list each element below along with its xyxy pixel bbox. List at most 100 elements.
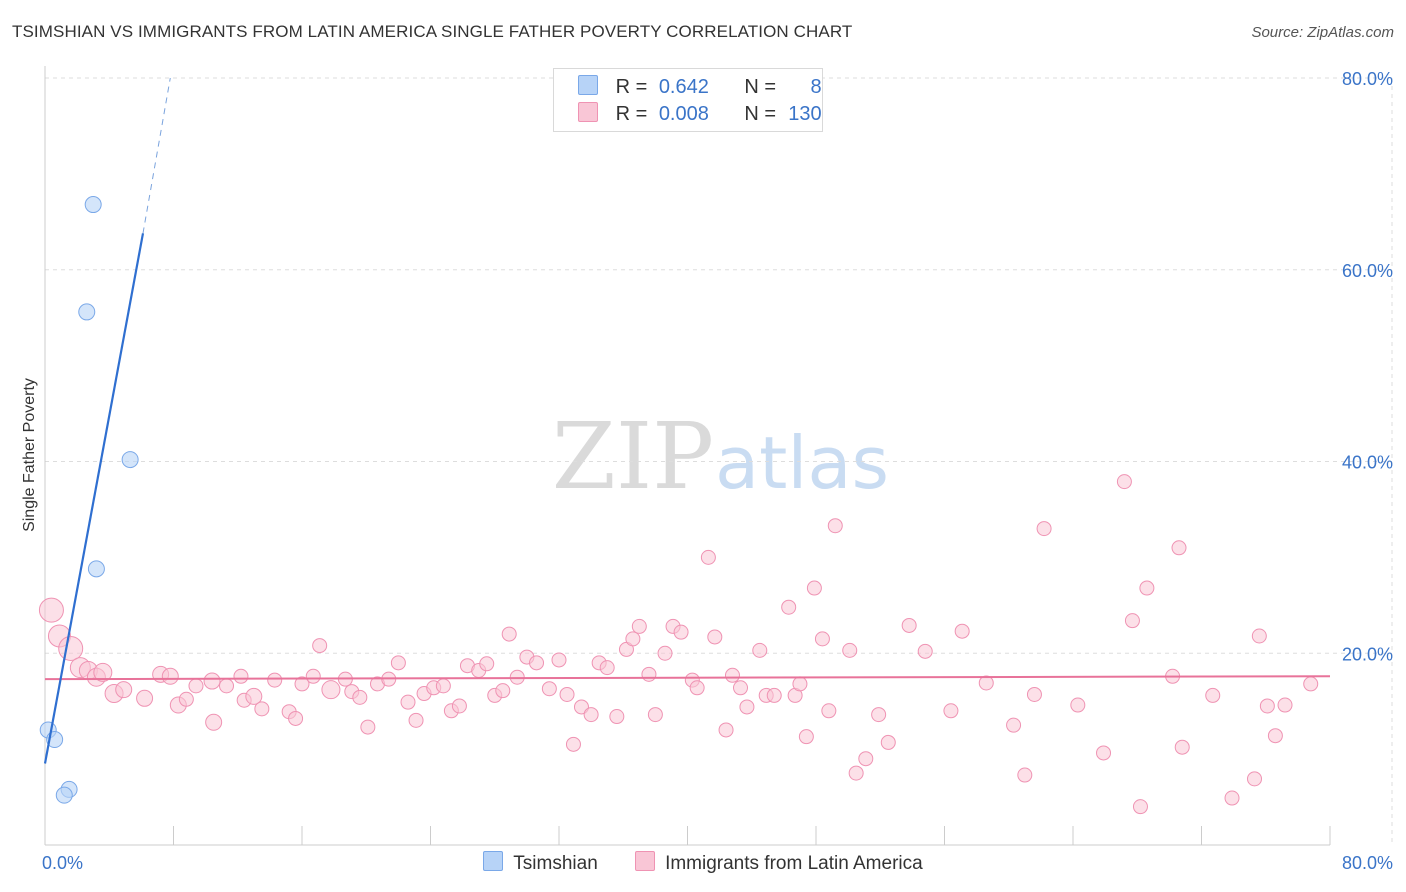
point-latin-america[interactable]: [205, 713, 223, 731]
point-latin-america[interactable]: [806, 580, 822, 596]
point-latin-america[interactable]: [305, 668, 321, 684]
point-latin-america[interactable]: [38, 597, 64, 623]
point-latin-america[interactable]: [294, 676, 310, 692]
point-latin-america[interactable]: [673, 624, 689, 640]
point-latin-america[interactable]: [1017, 767, 1033, 783]
point-latin-america[interactable]: [1303, 676, 1319, 692]
point-latin-america[interactable]: [559, 686, 575, 702]
point-latin-america[interactable]: [657, 645, 673, 661]
point-latin-america[interactable]: [707, 629, 723, 645]
legend-item-tsimshian[interactable]: Tsimshian: [483, 851, 598, 875]
point-latin-america[interactable]: [245, 687, 263, 705]
point-latin-america[interactable]: [1124, 613, 1140, 629]
point-latin-america[interactable]: [136, 689, 154, 707]
point-latin-america[interactable]: [58, 635, 84, 661]
point-latin-america[interactable]: [161, 667, 179, 685]
point-latin-america[interactable]: [1277, 697, 1293, 713]
point-latin-america[interactable]: [814, 631, 830, 647]
point-latin-america[interactable]: [880, 734, 896, 750]
point-latin-america[interactable]: [625, 631, 641, 647]
point-latin-america[interactable]: [451, 698, 467, 714]
point-latin-america[interactable]: [203, 672, 221, 690]
legend-swatch-pink: [578, 102, 598, 122]
point-latin-america[interactable]: [1006, 717, 1022, 733]
point-latin-america[interactable]: [267, 672, 283, 688]
point-latin-america[interactable]: [1267, 728, 1283, 744]
point-latin-america[interactable]: [827, 518, 843, 534]
point-latin-america[interactable]: [188, 678, 204, 694]
source-label[interactable]: Source: ZipAtlas.com: [1251, 24, 1394, 41]
point-latin-america[interactable]: [1096, 745, 1112, 761]
point-latin-america[interactable]: [495, 683, 511, 699]
point-latin-america[interactable]: [647, 707, 663, 723]
point-latin-america[interactable]: [724, 667, 740, 683]
point-latin-america[interactable]: [288, 710, 304, 726]
point-tsimshian[interactable]: [55, 786, 73, 804]
point-latin-america[interactable]: [501, 626, 517, 642]
point-latin-america[interactable]: [1259, 698, 1275, 714]
point-latin-america[interactable]: [529, 655, 545, 671]
point-latin-america[interactable]: [435, 678, 451, 694]
point-latin-america[interactable]: [978, 675, 994, 691]
point-latin-america[interactable]: [1174, 739, 1190, 755]
point-latin-america[interactable]: [233, 668, 249, 684]
y-tick-label: 80.0%: [1342, 69, 1393, 89]
point-latin-america[interactable]: [1036, 521, 1052, 537]
point-latin-america[interactable]: [93, 662, 113, 682]
point-latin-america[interactable]: [641, 666, 657, 682]
point-tsimshian[interactable]: [84, 196, 102, 214]
point-latin-america[interactable]: [178, 691, 194, 707]
point-latin-america[interactable]: [842, 642, 858, 658]
point-latin-america[interactable]: [858, 751, 874, 767]
point-latin-america[interactable]: [321, 680, 341, 700]
point-latin-america[interactable]: [1224, 790, 1240, 806]
point-tsimshian[interactable]: [121, 451, 139, 469]
point-latin-america[interactable]: [689, 680, 705, 696]
point-latin-america[interactable]: [871, 707, 887, 723]
point-latin-america[interactable]: [1205, 687, 1221, 703]
point-latin-america[interactable]: [352, 689, 368, 705]
point-latin-america[interactable]: [408, 712, 424, 728]
point-latin-america[interactable]: [631, 618, 647, 634]
point-latin-america[interactable]: [739, 699, 755, 715]
point-latin-america[interactable]: [901, 617, 917, 633]
point-latin-america[interactable]: [1251, 628, 1267, 644]
point-latin-america[interactable]: [312, 638, 328, 654]
point-latin-america[interactable]: [1171, 540, 1187, 556]
point-latin-america[interactable]: [700, 549, 716, 565]
point-latin-america[interactable]: [792, 676, 808, 692]
point-latin-america[interactable]: [752, 642, 768, 658]
point-latin-america[interactable]: [943, 703, 959, 719]
point-latin-america[interactable]: [917, 643, 933, 659]
point-tsimshian[interactable]: [78, 303, 96, 321]
point-latin-america[interactable]: [219, 678, 235, 694]
point-latin-america[interactable]: [1070, 697, 1086, 713]
point-latin-america[interactable]: [954, 623, 970, 639]
point-latin-america[interactable]: [798, 729, 814, 745]
point-latin-america[interactable]: [400, 694, 416, 710]
point-latin-america[interactable]: [583, 707, 599, 723]
point-latin-america[interactable]: [254, 701, 270, 717]
point-latin-america[interactable]: [848, 765, 864, 781]
point-latin-america[interactable]: [360, 719, 376, 735]
point-latin-america[interactable]: [781, 599, 797, 615]
point-latin-america[interactable]: [766, 687, 782, 703]
legend-item-latin-america[interactable]: Immigrants from Latin America: [635, 851, 923, 875]
point-latin-america[interactable]: [733, 680, 749, 696]
point-latin-america[interactable]: [1247, 771, 1263, 787]
point-latin-america[interactable]: [565, 736, 581, 752]
point-latin-america[interactable]: [1026, 686, 1042, 702]
point-latin-america[interactable]: [599, 660, 615, 676]
point-latin-america[interactable]: [1116, 474, 1132, 490]
point-latin-america[interactable]: [1132, 799, 1148, 815]
point-latin-america[interactable]: [479, 656, 495, 672]
point-latin-america[interactable]: [609, 709, 625, 725]
point-latin-america[interactable]: [1139, 580, 1155, 596]
point-latin-america[interactable]: [718, 722, 734, 738]
point-latin-america[interactable]: [551, 652, 567, 668]
point-latin-america[interactable]: [821, 703, 837, 719]
point-latin-america[interactable]: [115, 681, 133, 699]
point-tsimshian[interactable]: [87, 560, 105, 578]
point-latin-america[interactable]: [390, 655, 406, 671]
point-latin-america[interactable]: [541, 681, 557, 697]
